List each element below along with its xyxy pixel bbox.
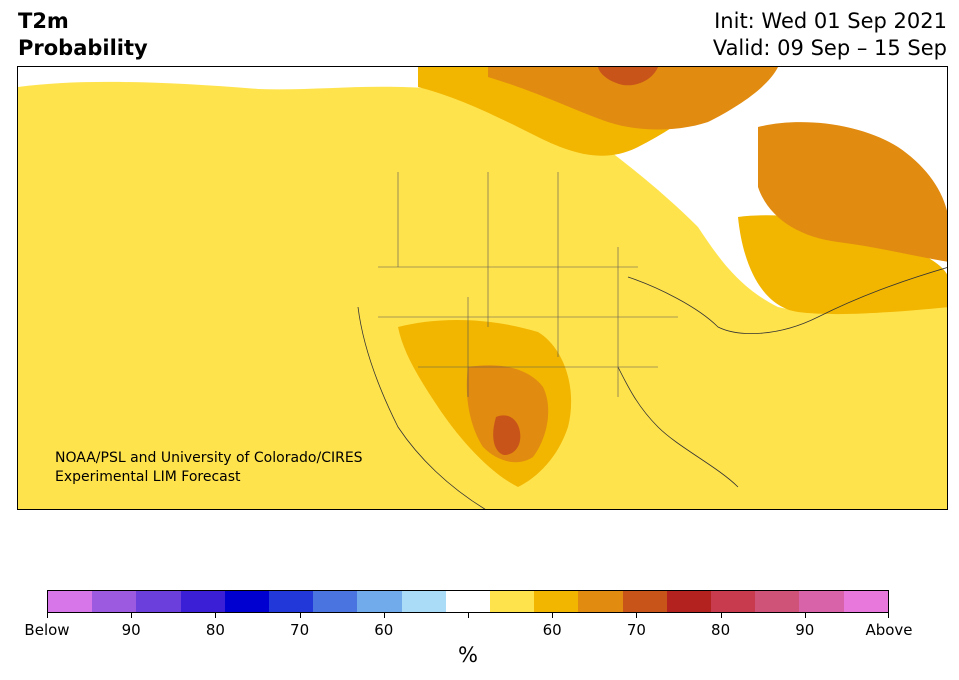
- colorbar-tick-label: Below: [24, 621, 70, 639]
- forecast-dates: Init: Wed 01 Sep 2021 Valid: 09 Sep – 15…: [713, 8, 947, 62]
- shade-above-80-southwest: [466, 365, 549, 463]
- colorbar-tick: [552, 613, 554, 618]
- colorbar-cell: [313, 591, 358, 612]
- map-title: T2m Probability: [18, 8, 148, 62]
- colorbar-cell: [357, 591, 402, 612]
- colorbar-tick: [804, 613, 806, 618]
- colorbar-tick-label: 80: [711, 621, 731, 639]
- colorbar-cell: [622, 591, 667, 612]
- colorbar-cell: [224, 591, 270, 612]
- colorbar-tick: [720, 613, 722, 618]
- colorbar-tick: [468, 613, 469, 618]
- colorbar-tick: [215, 613, 217, 618]
- colorbar-tick-label: 70: [626, 621, 646, 639]
- colorbar-tick-label: 80: [205, 621, 225, 639]
- state-borders: [378, 172, 678, 397]
- credit-text: NOAA/PSL and University of Colorado/CIRE…: [55, 449, 363, 487]
- colorbar-cell: [666, 591, 712, 612]
- colorbar-cell: [578, 591, 623, 612]
- credit-line-2: Experimental LIM Forecast: [55, 469, 241, 485]
- map-panel: [17, 66, 948, 510]
- colorbar-tick-label: 70: [290, 621, 310, 639]
- colorbar-tick: [131, 613, 133, 618]
- colorbar-tick: [299, 613, 301, 618]
- colorbar-cell: [490, 591, 535, 612]
- shade-above-80-canada: [488, 67, 947, 262]
- probability-map: [18, 67, 947, 509]
- colorbar-cell: [445, 591, 491, 612]
- colorbar-cell: [534, 591, 579, 612]
- colorbar-tick-label: 60: [542, 621, 562, 639]
- colorbar-tick-label: 90: [795, 621, 815, 639]
- colorbar-cell: [401, 591, 446, 612]
- valid-dates: Valid: 09 Sep – 15 Sep: [712, 36, 947, 60]
- init-date: Init: Wed 01 Sep 2021: [714, 9, 947, 33]
- colorbar-unit: %: [458, 643, 478, 667]
- colorbar-tick-label: 90: [121, 621, 141, 639]
- colorbar-ticks: [47, 613, 889, 621]
- colorbar-tick-label: Above: [865, 621, 913, 639]
- title-line-1: T2m: [18, 9, 69, 33]
- colorbar-tick: [888, 613, 889, 618]
- colorbar-cell: [92, 591, 137, 612]
- credit-line-1: NOAA/PSL and University of Colorado/CIRE…: [55, 450, 363, 466]
- colorbar-tick-label: 60: [374, 621, 394, 639]
- shade-above-70-northeast: [738, 215, 947, 315]
- coastline: [357, 267, 947, 509]
- colorbar-cell: [755, 591, 800, 612]
- title-line-2: Probability: [18, 36, 148, 60]
- colorbar-cell: [180, 591, 225, 612]
- colorbar-tick: [636, 613, 638, 618]
- colorbar-tick: [47, 613, 48, 618]
- colorbar: [47, 590, 889, 613]
- colorbar-tick: [383, 613, 385, 618]
- colorbar-cell: [136, 591, 181, 612]
- colorbar-cell: [843, 591, 888, 612]
- colorbar-cell: [799, 591, 844, 612]
- colorbar-cell: [711, 591, 756, 612]
- colorbar-cell: [48, 591, 93, 612]
- colorbar-cell: [269, 591, 314, 612]
